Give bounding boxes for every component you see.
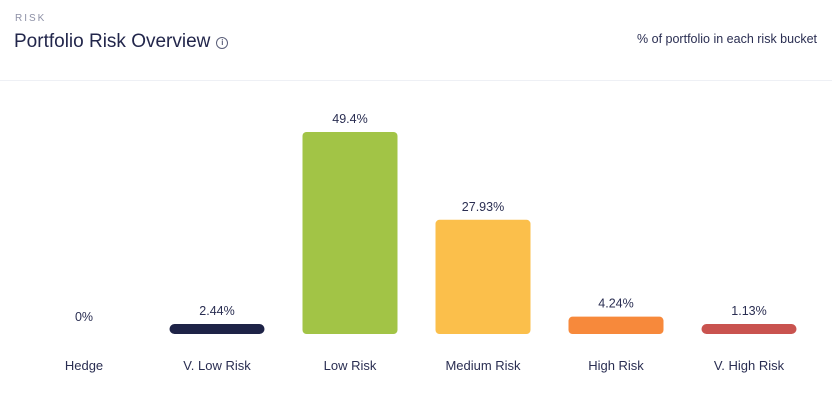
bar-medium-risk[interactable] (435, 219, 531, 334)
bar-v-low-risk[interactable] (169, 324, 265, 334)
category-label-hedge: Hedge (65, 358, 103, 373)
value-label-high-risk: 4.24% (598, 297, 633, 311)
category-label-high-risk: High Risk (588, 358, 644, 373)
category-label-v-high-risk: V. High Risk (714, 358, 785, 373)
bar-low-risk[interactable] (302, 132, 398, 334)
value-label-v-low-risk: 2.44% (199, 304, 234, 318)
value-label-v-high-risk: 1.13% (731, 304, 766, 318)
category-label-v-low-risk: V. Low Risk (183, 358, 251, 373)
value-label-low-risk: 49.4% (332, 112, 367, 126)
risk-bar-chart: 0% Hedge 2.44% V. Low Risk 49.4% Low Risk 27.9… (65, 112, 797, 373)
card-subtitle: % of portfolio in each risk bucket (637, 32, 817, 46)
value-label-medium-risk: 27.93% (462, 200, 504, 214)
section-eyebrow: RISK (15, 13, 47, 24)
value-label-hedge: 0% (75, 310, 93, 324)
category-label-low-risk: Low Risk (324, 358, 377, 373)
info-icon[interactable]: i (216, 37, 229, 49)
card-title: Portfolio Risk Overview (14, 31, 211, 52)
bar-v-high-risk[interactable] (701, 324, 797, 334)
bar-high-risk[interactable] (568, 316, 664, 334)
header-divider (0, 80, 832, 81)
category-label-medium-risk: Medium Risk (445, 358, 521, 373)
card-title-row: Portfolio Risk Overview i (14, 31, 229, 53)
